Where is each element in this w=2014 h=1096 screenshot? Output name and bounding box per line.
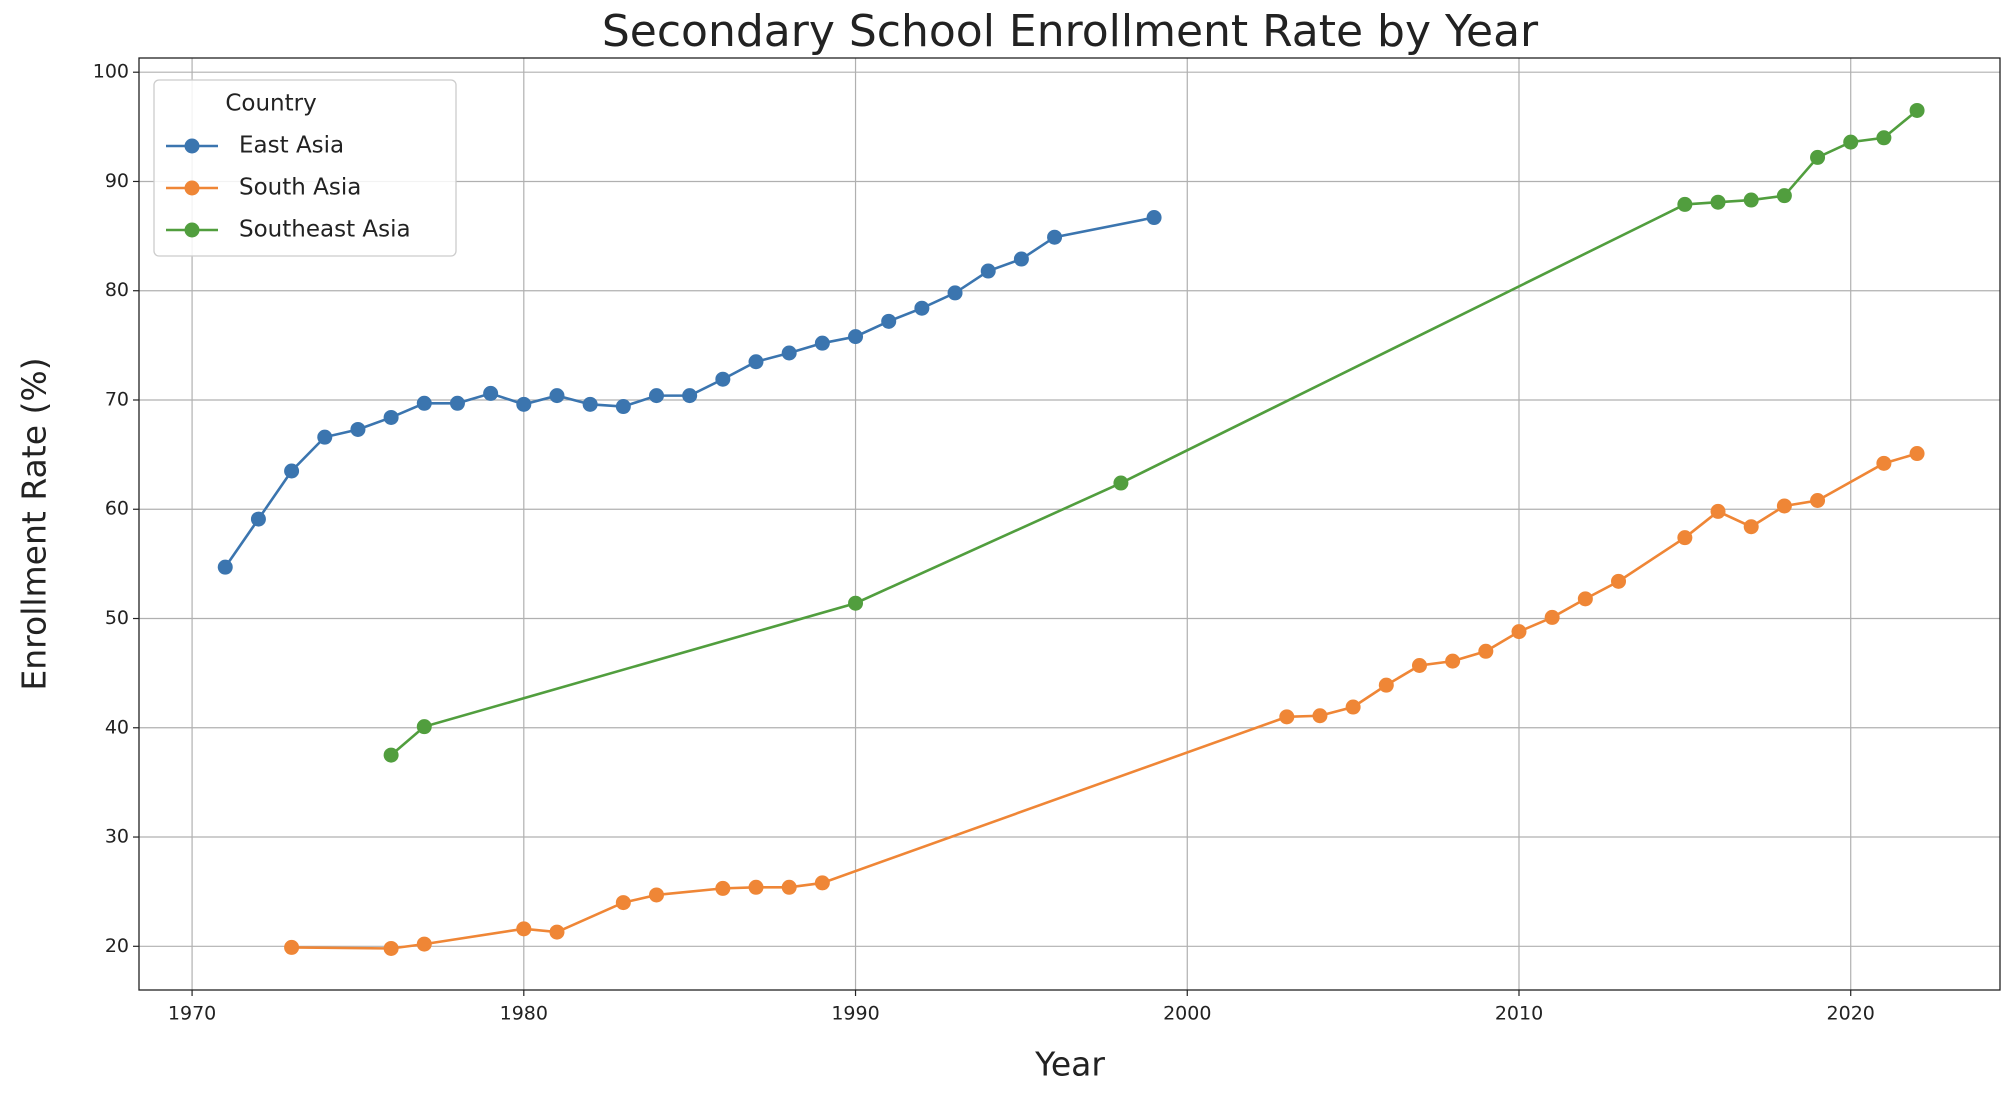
marker (1710, 503, 1726, 519)
plot-frame (138, 57, 2001, 991)
y-tick-label: 50 (105, 607, 129, 629)
marker (1876, 130, 1892, 146)
marker (383, 940, 399, 956)
marker (1478, 643, 1494, 659)
marker (1743, 519, 1759, 535)
marker (715, 371, 731, 387)
marker (516, 396, 532, 412)
marker (1743, 192, 1759, 208)
y-tick-label: 40 (105, 716, 129, 738)
x-tick-label: 1970 (168, 1003, 216, 1025)
marker (549, 924, 565, 940)
marker (615, 895, 631, 911)
marker (516, 921, 532, 937)
marker (748, 354, 764, 370)
y-tick-label: 20 (105, 935, 129, 957)
marker (1843, 134, 1859, 150)
marker (549, 388, 565, 404)
x-axis-label: Year (1034, 1045, 1105, 1084)
y-tick-label: 80 (105, 279, 129, 301)
marker (1312, 708, 1328, 724)
marker (1411, 657, 1427, 673)
marker (1909, 446, 1925, 462)
marker (1810, 493, 1826, 509)
marker (914, 300, 930, 316)
marker (881, 313, 897, 329)
marker (250, 511, 266, 527)
marker (1876, 455, 1892, 471)
marker (1577, 591, 1593, 607)
marker (1345, 699, 1361, 715)
marker (648, 388, 664, 404)
marker (1113, 475, 1129, 491)
marker (1776, 498, 1792, 514)
marker (449, 395, 465, 411)
marker (648, 887, 664, 903)
x-tick-label: 1990 (831, 1003, 879, 1025)
marker (1544, 609, 1560, 625)
chart-title: Secondary School Enrollment Rate by Year (602, 6, 1539, 57)
marker (483, 385, 499, 401)
marker (217, 559, 233, 575)
marker (383, 747, 399, 763)
marker (1445, 653, 1461, 669)
legend-label: East Asia (239, 133, 344, 159)
marker (1611, 573, 1627, 589)
marker (284, 939, 300, 955)
y-tick-label: 30 (105, 826, 129, 848)
marker (1776, 188, 1792, 204)
marker (848, 595, 864, 611)
x-tick-label: 2000 (1163, 1003, 1211, 1025)
legend-marker (184, 180, 200, 196)
marker (284, 463, 300, 479)
marker (1710, 194, 1726, 210)
y-tick-label: 70 (105, 388, 129, 410)
marker (715, 880, 731, 896)
marker (781, 345, 797, 361)
legend-marker (184, 138, 200, 154)
marker (416, 395, 432, 411)
marker (980, 263, 996, 279)
x-tick-label: 2010 (1495, 1003, 1543, 1025)
marker (1677, 196, 1693, 212)
x-tick-label: 2020 (1827, 1003, 1875, 1025)
marker (383, 409, 399, 425)
marker (1047, 229, 1063, 245)
marker (1677, 530, 1693, 546)
marker (416, 719, 432, 735)
legend-marker (184, 222, 200, 238)
marker (814, 875, 830, 891)
y-tick-label: 100 (93, 61, 129, 83)
marker (582, 396, 598, 412)
y-tick-label: 90 (105, 170, 129, 192)
marker (350, 421, 366, 437)
marker (1909, 102, 1925, 118)
marker (748, 879, 764, 895)
legend-label: Southeast Asia (239, 217, 411, 243)
marker (781, 879, 797, 895)
marker (1279, 709, 1295, 725)
marker (682, 388, 698, 404)
legend-label: South Asia (239, 175, 361, 201)
marker (615, 399, 631, 415)
marker (848, 329, 864, 345)
marker (317, 429, 333, 445)
legend-title: Country (225, 91, 316, 117)
legend: Country East Asia South Asia Southeast Asia (153, 79, 457, 257)
marker (1378, 677, 1394, 693)
marker (814, 335, 830, 351)
marker (1146, 210, 1162, 226)
legend-box (153, 79, 457, 257)
marker (947, 285, 963, 301)
marker (1810, 149, 1826, 165)
marker (416, 936, 432, 952)
marker (1511, 624, 1527, 640)
x-tick-label: 1980 (500, 1003, 548, 1025)
y-axis-label: Enrollment Rate (%) (15, 357, 54, 690)
marker (1013, 251, 1029, 267)
y-tick-label: 60 (105, 498, 129, 520)
